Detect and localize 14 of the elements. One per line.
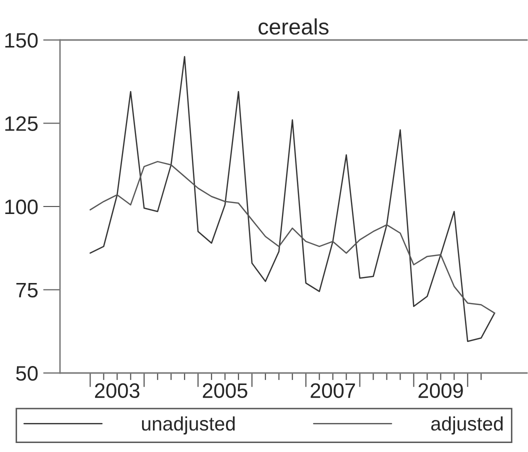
- chart-title: cereals: [258, 18, 328, 35]
- y-tick-label: 150: [5, 33, 38, 48]
- line-series: [90, 160, 496, 314]
- x-tick-label: 2009: [418, 383, 463, 398]
- y-tick-label: 50: [16, 366, 38, 381]
- x-tick-label: 2007: [310, 383, 355, 398]
- legend-label: adjusted: [431, 416, 503, 434]
- x-tick-label: 2005: [202, 383, 248, 398]
- legend-label: unadjusted: [142, 416, 235, 434]
- y-tick-label: 75: [16, 282, 38, 298]
- x-tick-label: 2003: [95, 383, 140, 398]
- y-tick-label: 100: [5, 200, 38, 214]
- line-series: [90, 56, 496, 342]
- y-tick-label: 125: [5, 116, 38, 132]
